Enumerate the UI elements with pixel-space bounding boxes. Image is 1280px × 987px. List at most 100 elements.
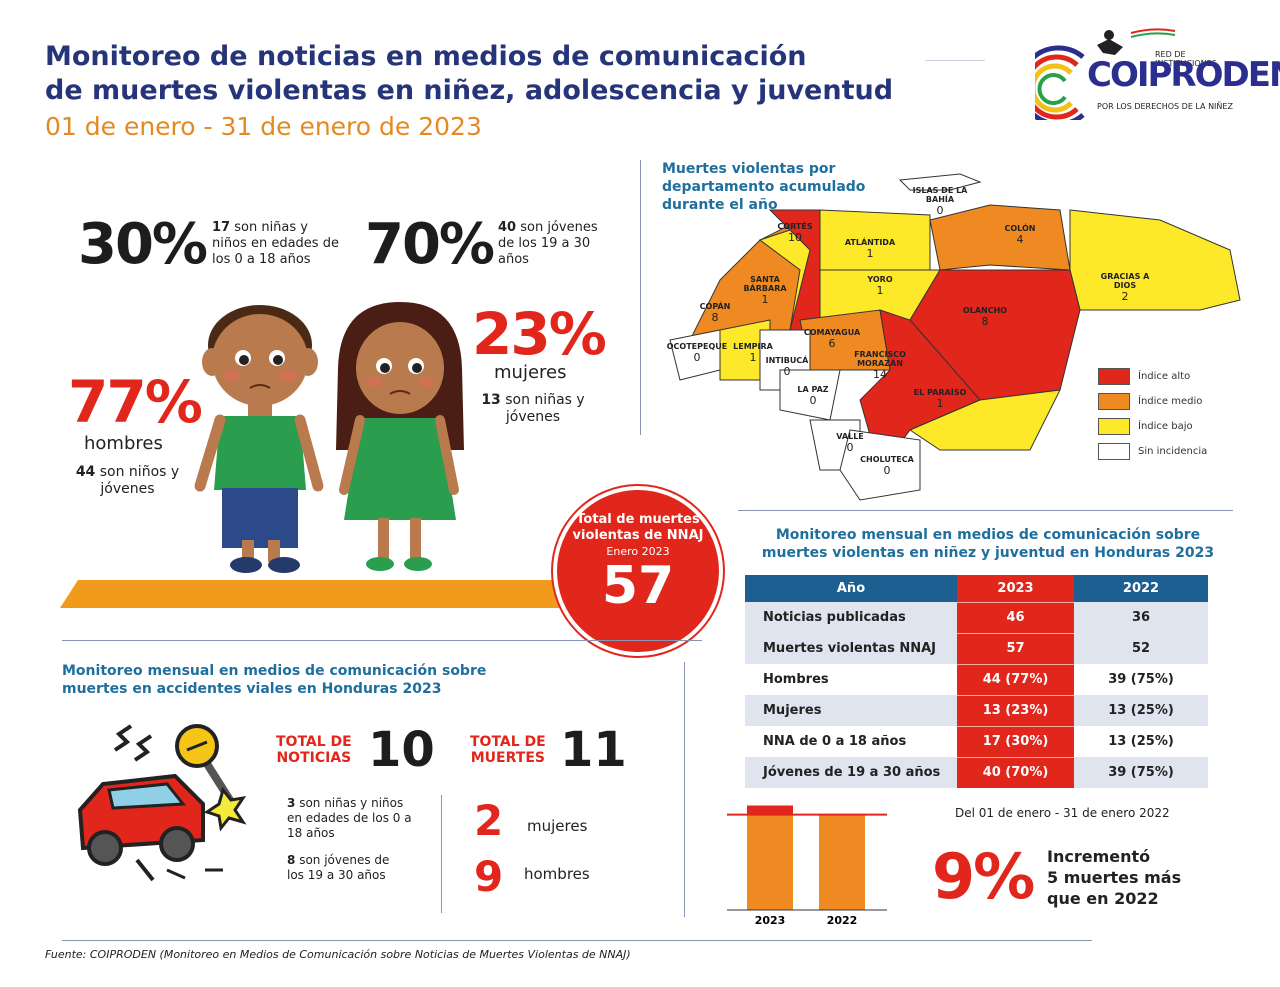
road-kids-description: 3 son niñas y niños en edades de los 0 a… — [287, 796, 415, 841]
legend-none-label: Sin incidencia — [1138, 446, 1208, 457]
map-dept-name: OLANCHO — [962, 306, 1008, 315]
map-dept-name: COMAYAGUA — [803, 328, 861, 337]
road-deaths-label: TOTAL DE MUERTES — [470, 734, 546, 766]
map-dept-name: ISLAS DE LA BAHÍA — [912, 186, 968, 204]
increase-percentage: 9% — [932, 840, 1035, 913]
kids-count: 17 — [212, 220, 231, 235]
road-youth-count: 8 — [287, 853, 296, 867]
map-title: Muertes violentas por departamento acumu… — [662, 161, 866, 213]
row-value-2022: 36 — [1074, 602, 1208, 633]
row-label: Mujeres — [745, 695, 957, 726]
map-dept-label: ISLAS DE LA BAHÍA 0 — [905, 186, 975, 217]
logo-bottom-text: POR LOS DERECHOS DE LA NIÑEZ — [1097, 102, 1233, 111]
bar-label-2023: 2023 — [755, 914, 786, 927]
road-news-label-2: NOTICIAS — [276, 750, 352, 766]
legend-medium-label: Índice medio — [1138, 396, 1203, 407]
map-dept-value: 0 — [783, 365, 791, 378]
row-value-2022: 39 (75%) — [1108, 672, 1174, 687]
ground-shape — [60, 580, 600, 608]
row-value-2023: 17 (30%) — [957, 725, 1074, 757]
row-value-2023: 13 (23%) — [957, 694, 1074, 726]
header-year: Año — [745, 575, 957, 602]
kids-desc-text: son niñas y niños en edades de los 0 a 1… — [212, 220, 339, 267]
road-youth-desc-text: son jóvenes de los 19 a 30 años — [287, 853, 390, 882]
road-deaths-label-1: TOTAL DE — [470, 734, 546, 750]
road-news-label-1: TOTAL DE — [276, 734, 352, 750]
footer-source: Fuente: COIPRODEN (Monitoreo en Medios d… — [45, 948, 631, 961]
legend-low-swatch — [1098, 418, 1130, 435]
row-value-2022: 39 (75%) — [1074, 757, 1208, 788]
map-dept-value: 0 — [883, 464, 891, 477]
women-desc-text: son niñas y jóvenes — [505, 392, 585, 425]
road-title-line-2: muertes en accidentes viales en Honduras… — [62, 681, 442, 697]
bar-label-2022: 2022 — [827, 914, 858, 927]
map-dept-label: ATLÁNTIDA 1 — [835, 238, 905, 260]
map-dept-value: 6 — [828, 337, 836, 350]
legend-medium-swatch — [1098, 393, 1130, 410]
men-description: 44 son niños y jóvenes — [70, 464, 185, 498]
road-women-label: mujeres — [527, 817, 588, 835]
map-dept-value: 1 — [749, 351, 757, 364]
row-value-2022: 13 (25%) — [1108, 734, 1174, 749]
map-dept-label: LA PAZ 0 — [778, 385, 848, 407]
men-desc-text: son niños y jóvenes — [99, 464, 180, 497]
map-dept-value: 2 — [1121, 290, 1129, 303]
legend-high-label: Índice alto — [1138, 371, 1191, 382]
title-line-2: de muertes violentas en niñez, adolescen… — [45, 75, 894, 106]
bar-2022 — [819, 814, 865, 910]
map-dept-value: 1 — [876, 284, 884, 297]
divider-map — [640, 160, 641, 435]
legend-none-swatch — [1098, 443, 1130, 460]
road-kids-desc-text: son niñas y niños en edades de los 0 a 1… — [287, 796, 412, 840]
map-dept-name: OCOTEPEQUE — [666, 342, 728, 351]
map-choluteca — [839, 429, 921, 501]
map-dept-value: 1 — [761, 293, 769, 306]
row-value-2023: 46 — [957, 601, 1074, 633]
map-dept-value: 0 — [809, 394, 817, 407]
children-illustration — [60, 302, 600, 608]
map-dept-label: VALLE 0 — [815, 432, 885, 454]
women-description: 13 son niñas y jóvenes — [478, 392, 588, 426]
kids-description: 17 son niñas y niños en edades de los 0 … — [212, 220, 342, 268]
map-dept-label: INTIBUCÁ 0 — [752, 356, 822, 378]
map-dept-name: ATLÁNTIDA — [844, 238, 896, 247]
table-title-line-1: Monitoreo mensual en medios de comunicac… — [775, 527, 1201, 543]
total-value: 57 — [601, 556, 675, 616]
map-dept-label: LEMPIRA 1 — [718, 342, 788, 364]
map-dept-label: COLÓN 4 — [985, 224, 1055, 246]
date-range: 01 de enero - 31 de enero de 2023 — [45, 112, 482, 141]
increase-line-1: Incrementó — [1047, 847, 1151, 866]
girl-figure — [336, 302, 464, 571]
map-dept-label: OLANCHO 8 — [950, 306, 1020, 328]
map-dept-label: GRACIAS A DIOS 2 — [1090, 272, 1160, 303]
header-2022: 2022 — [1074, 575, 1208, 602]
map-legend: Índice alto Índice medio Índice bajo Sin… — [1098, 368, 1207, 460]
table-row: NNA de 0 a 18 años 17 (30%) 13 (25%) — [745, 725, 1208, 757]
table-row: Mujeres 13 (23%) 13 (25%) — [745, 694, 1208, 726]
title-divider — [925, 60, 985, 61]
legend-high: Índice alto — [1098, 368, 1207, 385]
legend-medium: Índice medio — [1098, 393, 1207, 410]
road-women-value: 2 — [474, 796, 504, 845]
table-row: Jóvenes de 19 a 30 años 40 (70%) 39 (75%… — [745, 756, 1208, 788]
logo-top-text: RED DE INSTITUCIONES — [1155, 50, 1217, 68]
map-dept-label: COMAYAGUA 6 — [797, 328, 867, 350]
header-2023: 2023 — [957, 575, 1074, 602]
row-label: Muertes violentas NNAJ — [745, 633, 957, 664]
map-dept-name: COPÁN — [699, 302, 731, 311]
map-islas — [898, 173, 982, 191]
monthly-table: Año 2023 2022 Noticias publicadas 46 36 … — [745, 575, 1208, 788]
map-dept-value: 14 — [873, 368, 887, 381]
women-count: 13 — [481, 392, 501, 408]
car-crash-icon — [77, 724, 247, 882]
map-dept-name: VALLE — [836, 432, 864, 441]
honduras-map — [669, 173, 1241, 501]
youth-count: 40 — [498, 220, 517, 235]
map-dept-label: EL PARAÍSO 1 — [905, 388, 975, 410]
table-title-line-2: muertes violentas en niñez y juventud en… — [761, 545, 1215, 561]
map-dept-name: LA PAZ — [797, 385, 829, 394]
divider-road-stats — [441, 795, 442, 913]
road-title: Monitoreo mensual en medios de comunicac… — [62, 662, 582, 698]
table-title: Monitoreo mensual en medios de comunicac… — [758, 526, 1218, 562]
row-label: Noticias publicadas — [745, 602, 957, 633]
